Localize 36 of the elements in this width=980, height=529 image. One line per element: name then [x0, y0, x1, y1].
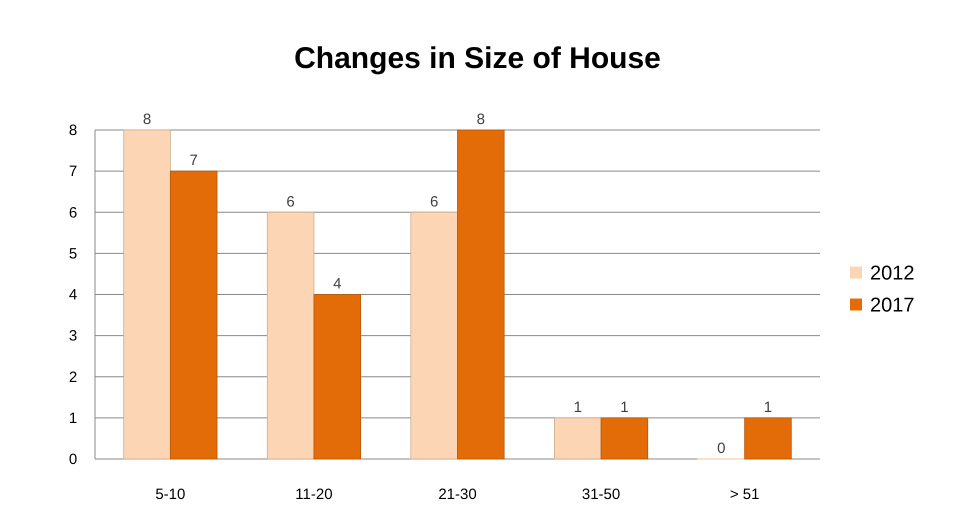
y-tick-label: 8 [68, 122, 78, 139]
data-label: 6 [430, 193, 438, 210]
data-label: 7 [190, 152, 198, 170]
x-tick-label: > 51 [730, 486, 760, 503]
y-tick-label: 4 [68, 286, 78, 304]
bar [600, 417, 648, 460]
bar [266, 212, 314, 460]
x-tick-label: 31-50 [582, 486, 620, 503]
y-tick-label: 7 [68, 163, 78, 180]
bar [457, 130, 505, 460]
y-tick-label: 5 [68, 245, 78, 262]
bar [410, 212, 458, 460]
bar [744, 417, 792, 460]
legend-label: 2012 [870, 262, 914, 284]
bar [170, 170, 218, 460]
y-tick-label: 2 [68, 368, 78, 386]
y-tick-label: 1 [68, 410, 78, 427]
data-label: 8 [142, 111, 152, 128]
y-tick-label: 6 [68, 204, 78, 222]
x-tick-label: 21-30 [438, 486, 477, 503]
data-label: 6 [286, 193, 295, 210]
x-tick-label: 5-10 [155, 486, 186, 503]
y-tick-label: 0 [68, 451, 78, 468]
data-label: 8 [476, 111, 485, 128]
data-label: 1 [620, 398, 629, 416]
chart-title: Changes in Size of House [294, 42, 661, 75]
data-label: 1 [574, 398, 582, 416]
y-tick-label: 3 [68, 328, 78, 345]
legend-label: 2017 [870, 294, 914, 316]
bar [314, 294, 361, 460]
data-label: 0 [717, 440, 726, 457]
data-label: 1 [764, 398, 772, 416]
x-tick-label: 11-20 [295, 486, 333, 503]
bar [123, 130, 171, 460]
bar [554, 417, 602, 460]
data-label: 4 [333, 276, 342, 292]
